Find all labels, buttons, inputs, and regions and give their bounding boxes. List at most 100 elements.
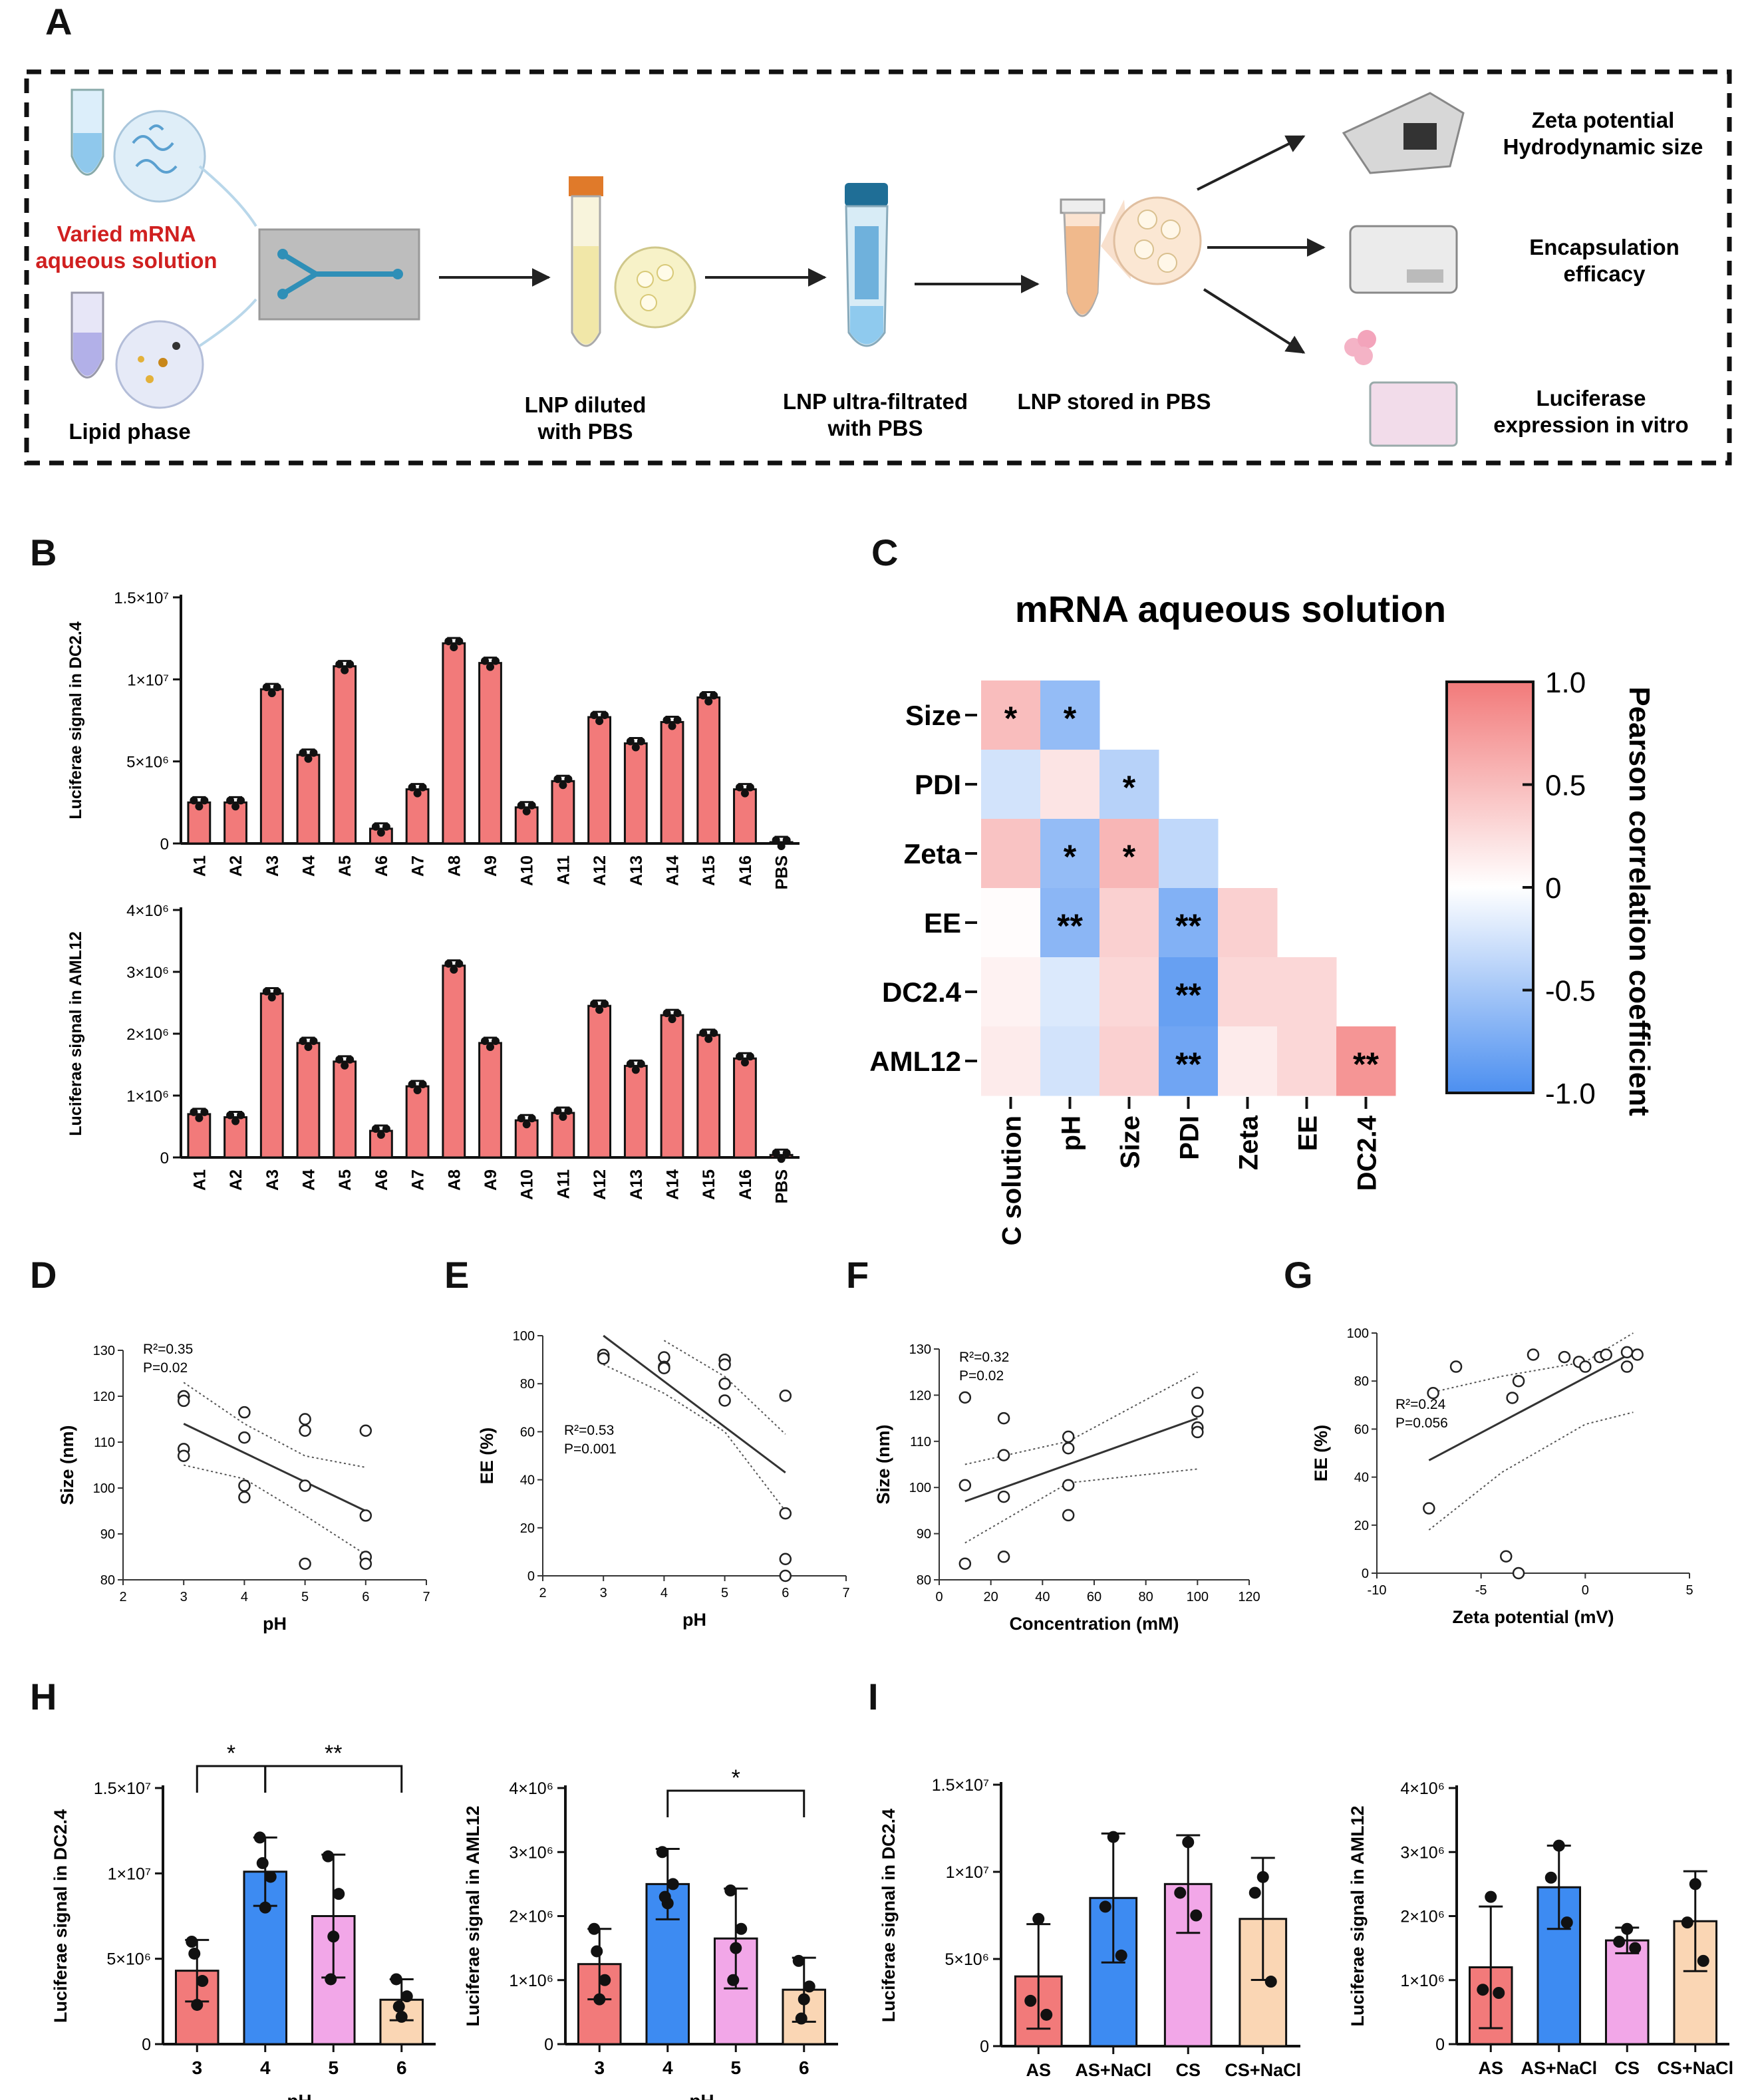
x-tick-label: A14 [664,1169,682,1200]
x-tick-label: 2 [119,1590,126,1604]
mrna-label-line1: Varied mRNA [57,222,196,246]
data-point [1620,1360,1634,1373]
data-point [262,683,271,692]
data-point [237,1111,245,1120]
data-point [200,1108,209,1116]
data-point [413,789,422,798]
y-axis-label: Luciferae signal in AML12 [1348,1805,1368,2026]
data-point [1062,1479,1075,1491]
heatmap-cell [1040,819,1100,889]
heatmap-cell [981,957,1041,1027]
heatmap-significance: * [1004,700,1018,737]
output3-line1: Luciferase [1536,386,1646,410]
data-point [779,1569,792,1582]
heatmap-cell [1099,750,1159,820]
data-point [371,1125,380,1133]
data-point [273,683,281,692]
x-tick-label: A11 [554,1169,573,1199]
y-tick-label: 2×10⁶ [1400,1908,1445,1926]
heatmap-cell [1159,957,1219,1027]
heatmap-significance: ** [1175,907,1201,945]
data-point [177,1449,190,1462]
panel-letter-f: F [846,1254,869,1296]
stat-r2: R²=0.53 [564,1423,614,1438]
data-point [309,1036,318,1045]
data-point [191,1998,204,2011]
data-point [792,1954,805,1967]
y-tick-label: 110 [94,1435,115,1450]
y-tick-label: 100 [1347,1326,1369,1341]
data-point [718,1358,731,1371]
x-tick-label: A8 [445,1169,464,1191]
y-tick-label: 80 [917,1573,931,1588]
data-point [559,1113,567,1122]
data-point [238,1406,251,1419]
regression-line [603,1334,786,1473]
x-tick-label: 5 [1685,1583,1693,1598]
bar-a15 [696,696,721,845]
heatmap-row-label: Size [905,700,961,731]
x-axis-label: pH [287,2091,311,2100]
data-point [1485,1890,1497,1903]
x-tick-label: 100 [1187,1590,1209,1604]
x-tick-label: 6 [782,1586,789,1600]
x-axis-label: pH [263,1614,287,1634]
bar-a9 [478,1042,502,1159]
x-tick-label: 60 [1087,1590,1101,1604]
step1-label-line2: with PBS [537,419,633,444]
x-tick-label: A5 [336,855,355,877]
ci-lower-line [603,1364,786,1512]
x-tick-label: A1 [190,855,209,877]
data-point [304,754,313,763]
ci-upper-line [663,1340,786,1435]
plate-reader-icon [1349,225,1458,294]
y-tick-label: 90 [917,1527,931,1542]
panel-letter-e: E [444,1254,469,1296]
data-point [226,796,235,805]
data-point [795,2012,807,2025]
data-point [231,1117,240,1125]
x-tick-label: AS [1026,2060,1051,2080]
ci-upper-line [183,1382,366,1468]
data-point [997,1551,1010,1563]
heatmap-cell [1099,1026,1159,1096]
data-point [392,2000,405,2013]
data-point [1697,1954,1709,1967]
output1-line1: Zeta potential [1532,108,1675,132]
heatmap-row-label: EE [924,907,961,939]
significance-label: ** [325,1741,342,1766]
data-point [267,993,276,1002]
chart-h-left: 0 5×10⁶ 1×10⁷ 1.5×10⁷ Luciferae signal in DC… [51,1741,436,2100]
x-axis-label: pH [682,1610,706,1630]
data-point [746,783,754,792]
x-tick-label: CS+NaCl [1657,2058,1733,2078]
heatmap-cell [981,888,1041,958]
data-point [782,836,791,845]
y-axis-label: Luciferae signal in DC2.4 [879,1809,899,2022]
y-tick-label: 4×10⁶ [1400,1779,1445,1798]
y-tick-label: 40 [520,1473,535,1488]
data-point [724,1884,737,1896]
x-tick-label: A9 [482,855,500,877]
data-point [177,1394,190,1408]
data-point [601,1000,609,1008]
data-point [1099,1900,1111,1913]
data-point [779,1390,792,1402]
data-point [746,1052,754,1061]
y-tick-label: 0 [527,1569,535,1584]
heatmap-col-label: pH [1057,1116,1086,1151]
x-tick-label: 5 [301,1590,309,1604]
y-tick-label: 60 [1354,1422,1369,1437]
data-point [1506,1392,1519,1404]
data-point [779,1507,792,1520]
y-tick-label: 0 [1362,1567,1369,1581]
data-point [1512,1567,1525,1580]
heatmap-significance: * [1064,838,1077,875]
data-point [777,1155,786,1163]
x-tick-label: 7 [842,1586,849,1600]
data-point [704,697,713,706]
data-point [200,796,209,805]
data-point [1248,1886,1261,1899]
data-point [299,1413,311,1425]
